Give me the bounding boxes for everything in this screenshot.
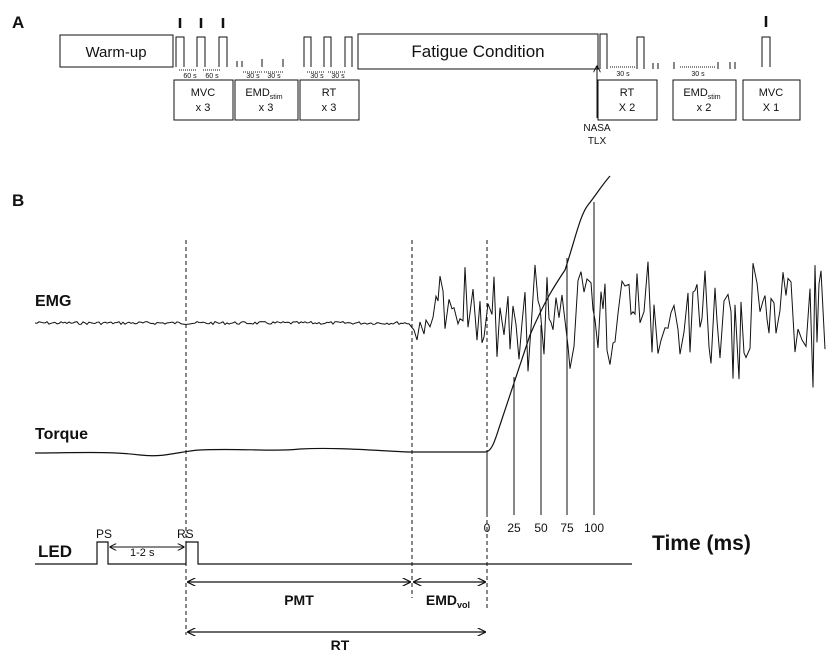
emd-box-1 (234, 79, 299, 121)
time-markers (486, 202, 595, 515)
emg-label: EMG (35, 293, 71, 310)
torque-label: Torque (35, 426, 88, 443)
rt-box-2 (597, 79, 658, 121)
interval-30-2: 30 s (267, 73, 281, 80)
interval-60-2: 60 s (205, 73, 219, 80)
interval-30-6: 30 s (691, 71, 705, 78)
emg-trace (34, 261, 826, 388)
mvc2-name: MVC (759, 87, 784, 99)
led-label: LED (38, 542, 72, 561)
interval-30-3: 30 s (310, 73, 324, 80)
warmup-box (59, 34, 174, 68)
mvc1-count: x 3 (196, 102, 211, 114)
rt2-name: RT (620, 87, 635, 99)
rt1-name: RT (322, 87, 337, 99)
tick-75: 75 (560, 521, 574, 535)
tick-50: 50 (534, 521, 548, 535)
warmup-label: Warm-up (85, 44, 146, 61)
emd-vol-label: EMDvol (426, 592, 470, 610)
pmt-label: PMT (284, 592, 314, 608)
mvc1-name: MVC (191, 87, 216, 99)
interval-60-1: 60 s (183, 73, 197, 80)
rt1-count: x 3 (322, 102, 337, 114)
led-trace (35, 541, 632, 565)
timeline-a (59, 16, 801, 121)
fatigue-label: Fatigue Condition (411, 42, 544, 61)
emd-box-2 (672, 79, 737, 121)
interval-30-5: 30 s (616, 71, 630, 78)
emd1-count: x 3 (259, 102, 274, 114)
mvc-box-2 (742, 79, 801, 121)
delay-label: 1-2 s (130, 547, 155, 559)
rs-label: RS (177, 527, 194, 541)
interval-30-4: 30 s (331, 73, 345, 80)
nasa-label-1: NASA (583, 123, 611, 134)
mvc2-count: X 1 (763, 102, 780, 114)
panel-b-label: B (12, 191, 24, 210)
event-markers (185, 240, 488, 635)
tick-100: 100 (584, 521, 604, 535)
emd1-name: EMDstim (245, 87, 282, 101)
panel-a-label: A (12, 13, 24, 32)
mvc-box-1 (173, 79, 234, 121)
rt2-count: X 2 (619, 102, 636, 114)
emd2-count: x 2 (697, 102, 712, 114)
rt-label: RT (331, 637, 350, 653)
nasa-label-2: TLX (588, 136, 607, 147)
time-axis-label: Time (ms) (652, 532, 751, 555)
emd2-name: EMDstim (683, 87, 720, 101)
torque-trace (34, 175, 611, 457)
interval-30-1: 30 s (246, 73, 260, 80)
rt-box-1 (299, 79, 360, 121)
ps-label: PS (96, 527, 112, 541)
tick-25: 25 (507, 521, 521, 535)
tick-0: 0 (484, 521, 491, 535)
fatigue-box (357, 33, 599, 70)
